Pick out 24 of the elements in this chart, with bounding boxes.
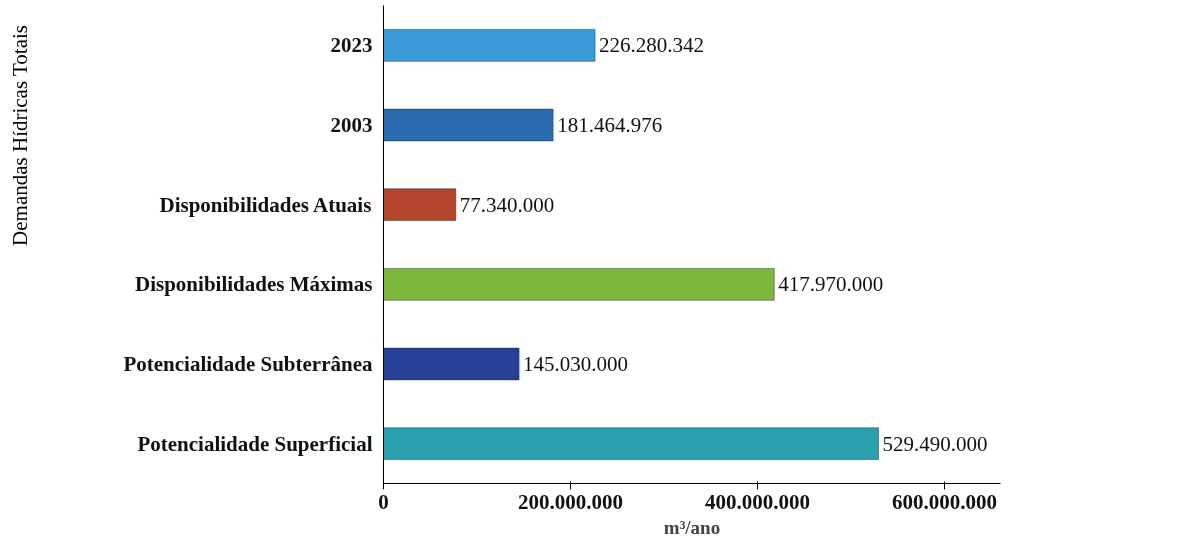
- data-label: 417.970.000: [778, 272, 884, 297]
- y-tick-label: Disponibilidades Máximas: [135, 272, 373, 297]
- bar: [383, 108, 554, 142]
- x-axis-title: m³/ano: [663, 516, 721, 538]
- x-tick-label: 0: [378, 489, 389, 514]
- data-label: 181.464.976: [557, 113, 663, 137]
- y-tick-label: 2023: [330, 33, 373, 58]
- x-tick-label: 400.000.000: [704, 489, 810, 514]
- data-label: 529.490.000: [882, 431, 988, 456]
- text: Demandas Hídricas Totais: [7, 25, 33, 246]
- data-label: 226.280.342: [599, 33, 705, 58]
- data-label: 145.030.000: [523, 352, 629, 376]
- y-tick-label: Disponibilidades Atuais: [159, 192, 372, 217]
- bar: [383, 347, 520, 381]
- data-label: 77.340.000: [459, 192, 555, 217]
- y-tick-label: Potencialidade Subterrânea: [123, 352, 373, 376]
- bar: [383, 29, 596, 62]
- x-tick-label: 200.000.000: [517, 489, 623, 514]
- x-tick-label: 600.000.000: [891, 489, 997, 514]
- bar: [383, 268, 775, 301]
- y-tick-label: Potencialidade Superficial: [137, 431, 373, 456]
- bar: [383, 427, 879, 460]
- bar: [383, 188, 457, 221]
- y-tick-label: 2003: [330, 113, 373, 137]
